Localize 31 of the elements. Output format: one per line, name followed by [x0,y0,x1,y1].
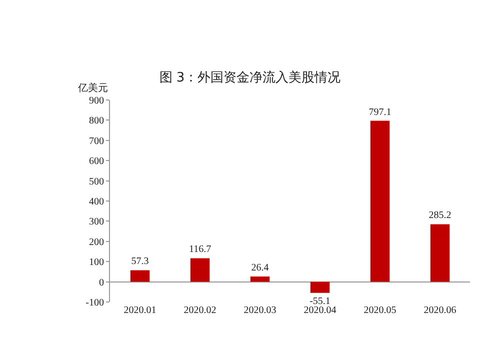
bar [250,276,270,282]
data-label: 57.3 [131,256,149,268]
y-tick-label: 700 [89,136,104,147]
y-tick-label: 900 [89,96,104,106]
x-tick-label: 2020.04 [304,305,336,316]
y-tick-label: -100 [86,298,104,308]
y-tick-label: 400 [89,196,104,208]
bar [370,120,390,282]
y-tick-label: 800 [89,116,104,127]
x-tick-label: 2020.05 [364,305,396,316]
y-tick-label: 200 [89,236,104,248]
data-label: 285.2 [428,210,452,222]
x-tick-label: 2020.03 [244,305,276,316]
x-tick-label: 2020.01 [124,305,156,316]
y-tick-label: 0 [99,277,104,288]
y-tick-label: 500 [89,176,104,188]
data-label: 116.7 [188,244,212,256]
bar [130,270,150,282]
bar [430,224,450,282]
bar [190,258,210,282]
data-label: 797.1 [368,106,392,118]
x-tick-label: 2020.02 [184,305,216,316]
y-tick-label: 600 [89,156,104,168]
x-tick-label: 2020.06 [424,305,456,316]
y-tick-label: 300 [89,216,104,228]
data-label: -55.1 [310,296,330,307]
y-tick-label: 100 [89,257,104,268]
bar [310,282,330,293]
chart-title: 图 3：外国资金净流入美股情况 [159,70,341,86]
y-axis-title: 亿美元 [77,82,108,94]
data-label: 26.4 [251,262,269,274]
